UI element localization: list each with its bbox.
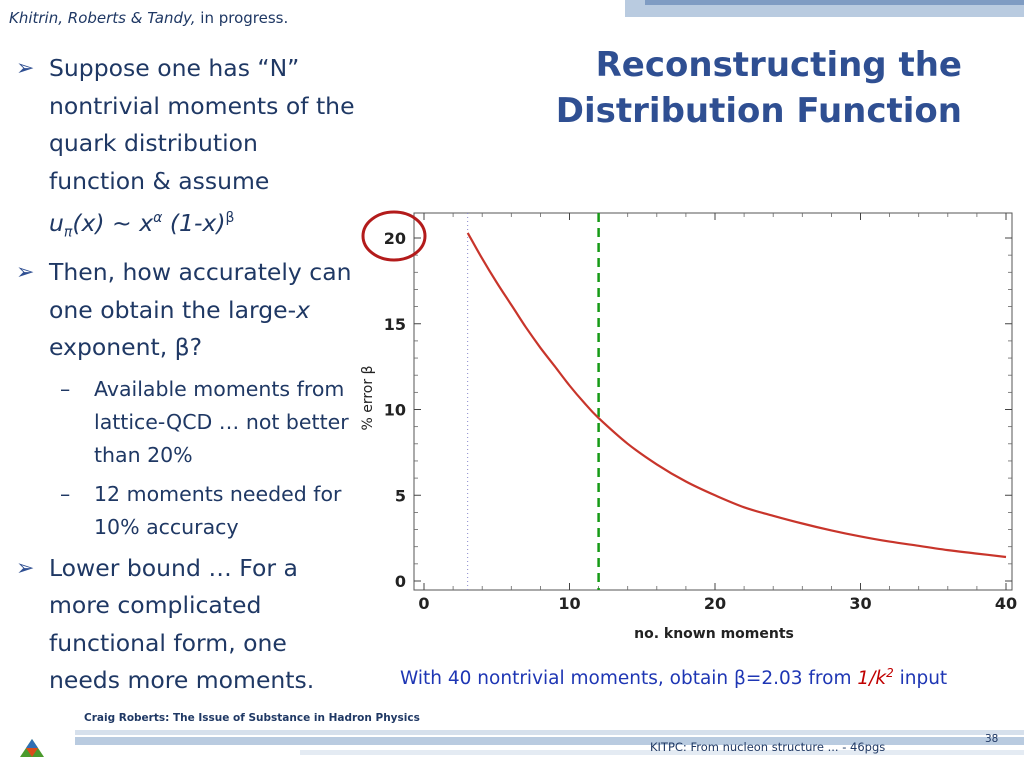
y-tick-label: 0 xyxy=(395,572,406,591)
arrow-bullet-icon: ➢ xyxy=(16,555,35,581)
credit-status: in progress. xyxy=(195,9,289,27)
error-chart: 0 5 10 15 20 0 10 20 30 40 no. known moments % er… xyxy=(360,210,1017,642)
bullet-lower-bound-text: Lower bound … For a more complicated fun… xyxy=(49,553,315,695)
sub-bullet-twelve: – 12 moments needed for 10% accuracy xyxy=(16,478,356,544)
footer-decor xyxy=(75,730,1024,768)
x-tick-label: 10 xyxy=(558,594,580,613)
slide-title: Reconstructing the Distribution Function xyxy=(542,42,962,134)
dash-bullet-icon: – xyxy=(60,376,71,401)
x-tick-label: 20 xyxy=(704,594,726,613)
caption-text-b: input xyxy=(893,668,948,690)
y-tick-label: 5 xyxy=(395,486,406,505)
plot-frame xyxy=(413,212,1013,591)
bullet-accuracy-x: x xyxy=(296,295,310,324)
y-axis-label: % error β xyxy=(360,365,376,430)
x-tick-label: 0 xyxy=(418,594,429,613)
error-curve xyxy=(466,232,1007,559)
arrow-bullet-icon: ➢ xyxy=(16,260,35,286)
sub-bullet-lattice: – Available moments from lattice-QCD … n… xyxy=(16,373,356,472)
sub-bullet-twelve-text: 12 moments needed for 10% accuracy xyxy=(94,481,342,539)
caption-red-sup: 2 xyxy=(886,666,894,680)
dash-bullet-icon: – xyxy=(60,481,71,506)
bullet-formula: uπ(x) ~ xα (1-x)β xyxy=(49,208,235,241)
x-axis-label: no. known moments xyxy=(634,626,794,642)
title-line-1: Reconstructing the xyxy=(595,45,962,85)
argonne-logo-icon xyxy=(20,739,44,757)
formula-one-minus-x: (1-x) xyxy=(162,208,226,237)
caption-text-a: With 40 nontrivial moments, obtain β=2.0… xyxy=(400,668,858,690)
formula-x: (x) ~ x xyxy=(72,208,154,237)
page-number: 38 xyxy=(985,733,999,745)
y-tick-label: 10 xyxy=(384,401,406,420)
title-line-2: Distribution Function xyxy=(555,91,962,131)
footer-talk-title: Craig Roberts: The Issue of Substance in… xyxy=(84,712,420,724)
sub-bullet-lattice-text: Available moments from lattice-QCD … not… xyxy=(94,376,349,467)
formula-u: u xyxy=(49,208,64,237)
x-tick-label: 30 xyxy=(849,594,871,613)
x-tick-label: 40 xyxy=(995,594,1017,613)
y-tick-label: 20 xyxy=(384,229,406,248)
arrow-bullet-icon: ➢ xyxy=(16,56,35,81)
credit-authors: Khitrin, Roberts & Tandy, xyxy=(9,9,196,27)
bullet-accuracy: ➢ Then, how accurately can one obtain th… xyxy=(16,254,356,367)
formula-alpha: α xyxy=(153,210,163,226)
chart-caption: With 40 nontrivial moments, obtain β=2.0… xyxy=(400,666,947,689)
credit-line: Khitrin, Roberts & Tandy, in progress. xyxy=(9,9,288,27)
caption-red-formula: 1/k xyxy=(857,668,887,690)
footer-conference: KITPC: From nucleon structure ... - 46pg… xyxy=(650,740,886,754)
y-tick-label: 15 xyxy=(384,315,406,334)
top-decor-band-dark xyxy=(645,0,1024,5)
highlight-circle xyxy=(361,210,427,262)
formula-pi: π xyxy=(63,224,73,241)
bullet-moments: ➢ Suppose one has “N” nontrivial moments… xyxy=(16,50,356,252)
formula-beta: β xyxy=(225,210,235,226)
bullet-moments-text: Suppose one has “N” nontrivial moments o… xyxy=(49,54,355,195)
bullet-list: ➢ Suppose one has “N” nontrivial moments… xyxy=(16,50,356,702)
bullet-lower-bound: ➢ Lower bound … For a more complicated f… xyxy=(16,550,356,700)
bullet-accuracy-text-a: Then, how accurately can one obtain the … xyxy=(49,258,352,324)
bullet-accuracy-text-b: exponent, β? xyxy=(49,333,203,362)
